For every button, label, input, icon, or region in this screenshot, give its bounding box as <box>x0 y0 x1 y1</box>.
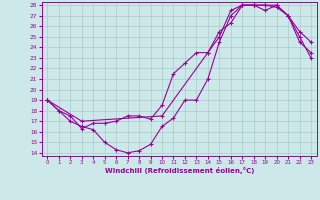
X-axis label: Windchill (Refroidissement éolien,°C): Windchill (Refroidissement éolien,°C) <box>105 167 254 174</box>
